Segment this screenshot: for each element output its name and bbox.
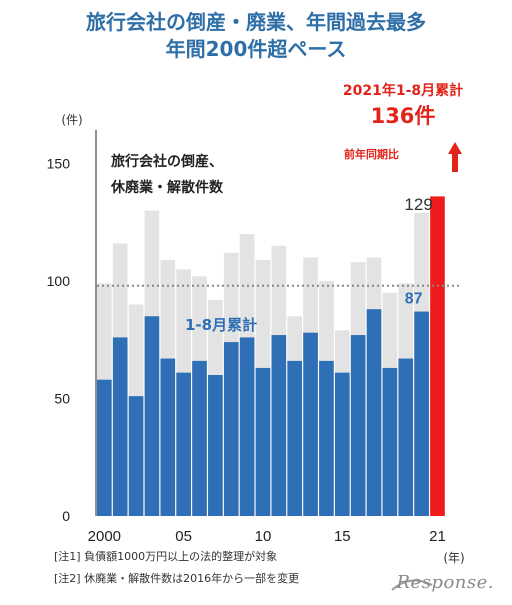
y-tick-label: 50: [54, 391, 70, 407]
highlight-yoy-label: 前年同期比: [344, 148, 399, 161]
response-logo: Response.: [396, 572, 494, 593]
bar-jan-aug-2005: [176, 372, 191, 516]
series-label: 1-8月累計: [185, 316, 257, 334]
x-tick-label: 2000: [88, 528, 121, 545]
bar-jan-aug-2008: [223, 342, 239, 516]
x-tick-label: 15: [334, 528, 351, 545]
logo-swoosh-icon: [391, 579, 433, 591]
bar-jan-aug-2001: [112, 337, 128, 516]
x-tick-label: 10: [255, 528, 272, 545]
bar-jan-aug-2002: [128, 396, 144, 516]
highlight-count: 136件: [370, 104, 436, 128]
y-tick-label: 150: [47, 156, 71, 172]
bar-jan-aug-2014: [319, 360, 334, 516]
bar-jan-aug-2012: [287, 360, 303, 516]
bar-jan-aug-2000: [97, 379, 112, 516]
note-2: [注2] 休廃業・解散件数は2016年から一部を変更: [54, 572, 300, 585]
x-tick-label: 21: [429, 528, 446, 545]
bar-jan-aug-2019: [398, 358, 414, 516]
bar-jan-aug-2009: [239, 337, 255, 516]
y-tick-label: 100: [47, 273, 71, 289]
x-unit-label: (年): [443, 551, 464, 565]
chart-title-line1: 旅行会社の倒産、: [111, 153, 223, 170]
bar-jan-aug-2013: [303, 332, 318, 516]
chart-title-line2: 休廃業・解散件数: [110, 179, 224, 196]
y-tick-label: 0: [62, 508, 70, 524]
bar-jan-aug-2015: [334, 372, 350, 516]
y-unit-label: (件): [61, 113, 82, 127]
note-1: [注1] 負債額1000万円以上の法的整理が対象: [54, 550, 278, 563]
x-tick-label: 05: [175, 528, 192, 545]
highlight-period: 2021年1-8月累計: [342, 83, 464, 99]
bar-jan-aug-2004: [160, 358, 176, 516]
up-arrow-icon: [448, 142, 462, 172]
data-label-annual-2020: 129: [404, 195, 432, 214]
bar-jan-aug-2007: [208, 375, 223, 516]
bar-jan-aug-2011: [271, 335, 287, 516]
data-label-jan-aug-2020: 87: [405, 291, 423, 308]
bar-current-2021: [430, 196, 445, 516]
bar-jan-aug-2006: [192, 360, 207, 516]
headline-line1: 旅行会社の倒産・廃業、年間過去最多: [86, 10, 426, 34]
bar-jan-aug-2010: [255, 367, 271, 516]
bar-jan-aug-2016: [350, 335, 366, 516]
bar-jan-aug-2003: [144, 316, 160, 516]
headline-line2: 年間200件超ペース: [165, 37, 347, 61]
bar-jan-aug-2020: [414, 311, 429, 516]
bar-jan-aug-2018: [382, 367, 398, 516]
bar-jan-aug-2017: [366, 309, 382, 516]
